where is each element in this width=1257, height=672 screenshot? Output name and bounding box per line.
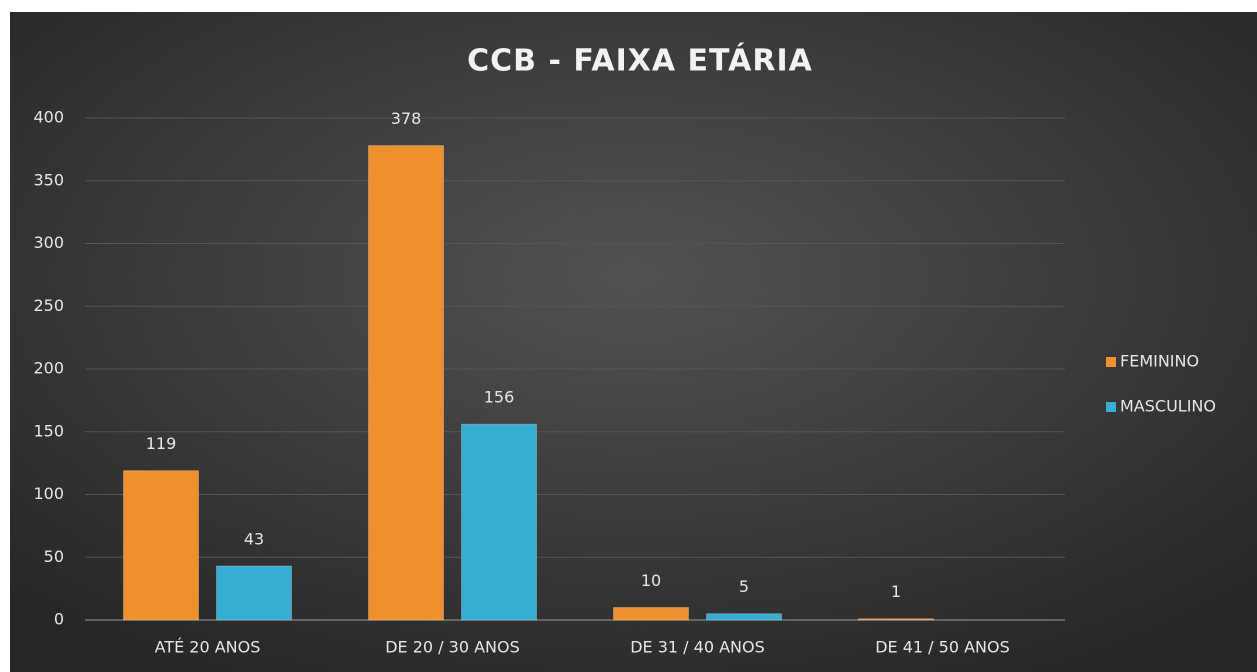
y-tick-label: 50 (44, 547, 64, 566)
data-label: 10 (641, 571, 661, 590)
chart-title: CCB - FAIXA ETÁRIA (467, 43, 813, 79)
y-tick-label: 100 (33, 484, 64, 503)
legend-swatch (1106, 402, 1116, 412)
data-label: 1 (891, 582, 901, 601)
bar (368, 145, 444, 621)
y-tick-label: 400 (33, 108, 64, 127)
bar (216, 565, 292, 621)
legend-label: FEMININO (1120, 352, 1199, 371)
bar (613, 606, 689, 621)
bar (123, 470, 199, 621)
legend-swatch (1106, 357, 1116, 367)
y-tick-label: 250 (33, 296, 64, 315)
x-tick-label: DE 20 / 30 ANOS (385, 638, 520, 657)
x-tick-label: ATÉ 20 ANOS (155, 638, 261, 657)
x-tick-label: DE 31 / 40 ANOS (630, 638, 765, 657)
x-tick-label: DE 41 / 50 ANOS (875, 638, 1010, 657)
data-label: 5 (739, 577, 749, 596)
y-tick-label: 300 (33, 233, 64, 252)
y-tick-label: 350 (33, 170, 64, 189)
data-label: 119 (146, 434, 177, 453)
y-tick-label: 200 (33, 359, 64, 378)
y-tick-label: 0 (54, 610, 64, 629)
data-label: 156 (484, 388, 515, 407)
data-label: 43 (244, 530, 264, 549)
y-tick-label: 150 (33, 421, 64, 440)
data-label: 378 (391, 109, 422, 128)
bar (858, 618, 934, 621)
legend-label: MASCULINO (1120, 397, 1216, 416)
chart-background (10, 12, 1257, 672)
bar (706, 613, 782, 621)
bar (461, 423, 537, 621)
